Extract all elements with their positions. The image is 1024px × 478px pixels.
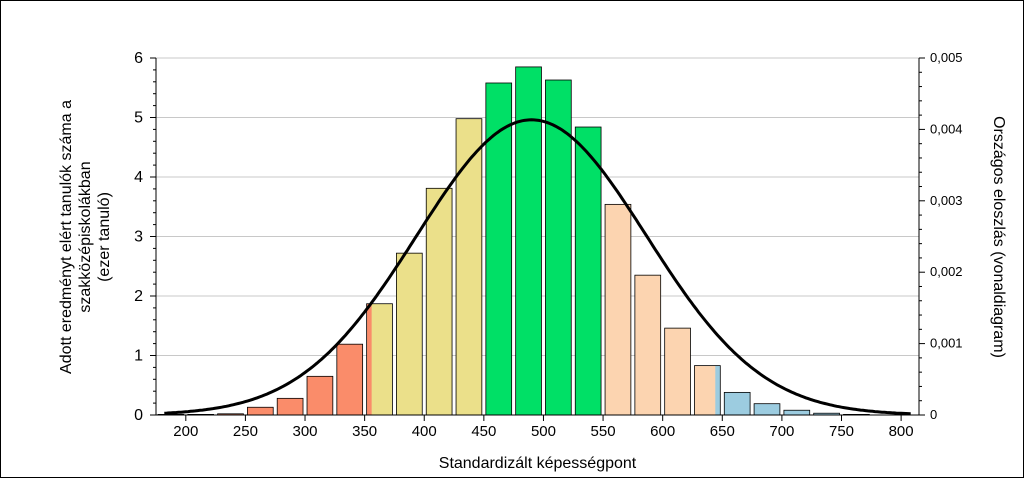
bar <box>336 344 363 415</box>
bar-group <box>306 375 334 416</box>
x-tick-label: 300 <box>293 423 318 440</box>
bar-group <box>366 303 393 416</box>
bar <box>545 80 572 415</box>
bar-group <box>694 365 721 416</box>
y-tick-label: 1 <box>134 348 143 365</box>
x-tick-label: 200 <box>173 423 198 440</box>
bar-group <box>753 403 781 416</box>
y-axis-title: Adott eredményt elért tanulók száma a sza… <box>58 100 113 374</box>
distribution-curve-line <box>164 118 911 416</box>
bar-group <box>723 391 751 416</box>
distribution-curve <box>164 118 911 416</box>
bar-group <box>783 409 811 416</box>
bar-edge <box>715 365 721 415</box>
bar-group <box>425 187 453 416</box>
bar-group <box>574 126 602 416</box>
y-tick-label: 5 <box>134 110 143 127</box>
bar <box>724 392 751 415</box>
bar-group <box>604 203 632 416</box>
y2-tick-label: 0 <box>930 407 937 422</box>
bar <box>783 410 810 415</box>
y-tick-label: 4 <box>134 169 143 186</box>
y2-tick-label: 0,005 <box>930 50 963 65</box>
bar <box>515 66 542 416</box>
y2-tick-label: 0,001 <box>930 336 963 351</box>
axis-labels: 200 250 300 350 400 450 500 550 600 650 700 750 8000… <box>58 50 1007 472</box>
bar <box>277 398 304 415</box>
x-tick-label: 700 <box>769 423 794 440</box>
x-tick-label: 550 <box>591 423 616 440</box>
bar-group <box>396 252 423 416</box>
x-tick-label: 450 <box>471 423 496 440</box>
bar <box>634 275 661 415</box>
y2-axis-title: Országos eloszlás (vonaldiagram) <box>990 116 1007 358</box>
x-tick-label: 600 <box>650 423 675 440</box>
bar-group <box>515 66 542 416</box>
bar <box>307 376 333 415</box>
y-tick-label: 6 <box>134 50 143 67</box>
y-tick-label: 3 <box>134 229 143 246</box>
y2-tick-label: 0,004 <box>930 121 963 136</box>
bar <box>217 413 244 415</box>
bar-group <box>545 79 572 416</box>
x-tick-label: 350 <box>352 423 377 440</box>
x-tick-label: 750 <box>829 423 854 440</box>
bar <box>605 204 631 415</box>
y-axis-title-line: Adott eredményt elért tanulók száma a <box>58 100 75 374</box>
bar <box>813 413 840 415</box>
y-tick-label: 2 <box>134 288 143 305</box>
histogram-bars <box>157 66 870 416</box>
x-tick-label: 250 <box>233 423 258 440</box>
x-axis-title: Standardizált képességpont <box>439 455 637 472</box>
bar-group <box>455 118 483 416</box>
x-tick-label: 400 <box>412 423 437 440</box>
bar <box>396 253 423 415</box>
bar <box>426 188 453 415</box>
bar <box>664 328 691 415</box>
bar <box>247 407 274 415</box>
y-tick-label: 0 <box>134 407 143 424</box>
bar-group <box>664 327 691 416</box>
bar-edge <box>366 303 372 415</box>
x-tick-label: 500 <box>531 423 556 440</box>
bar <box>456 118 482 415</box>
y2-tick-label: 0,003 <box>930 193 963 208</box>
bar-group <box>634 274 662 416</box>
axes <box>150 57 925 421</box>
bar-group <box>247 406 274 416</box>
y2-tick-label: 0,002 <box>930 264 963 279</box>
bar <box>575 127 602 416</box>
x-tick-label: 650 <box>710 423 735 440</box>
y-axis-title-line: szakközépiskolákban <box>77 161 94 312</box>
y-axis-title-line: (ezer tanuló) <box>96 192 113 282</box>
x-tick-label: 800 <box>889 423 914 440</box>
bar-group <box>336 343 364 416</box>
bar-group <box>276 397 304 416</box>
bar <box>754 403 780 415</box>
